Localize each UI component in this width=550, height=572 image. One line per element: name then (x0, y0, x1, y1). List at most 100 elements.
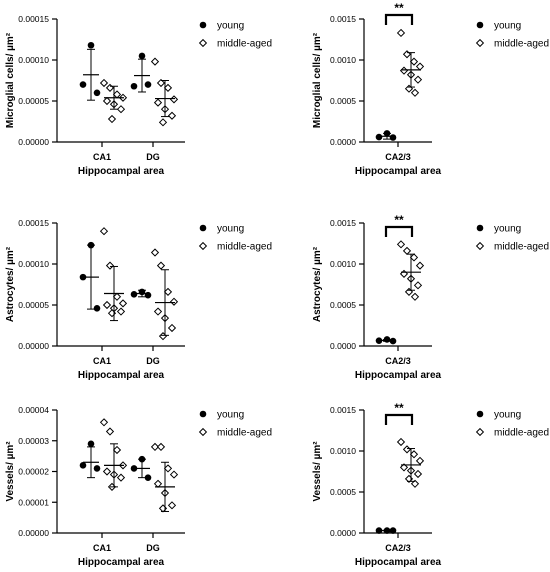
data-point (153, 98, 163, 107)
data-point (409, 57, 419, 66)
y-tick-label: 0.0000 (330, 528, 356, 538)
data-point (99, 78, 109, 88)
legend: young middle-aged (198, 21, 272, 50)
data-point (116, 105, 126, 114)
y-tick-label: 0.00002 (18, 467, 49, 477)
series-middle-aged (396, 28, 425, 97)
legend-marker (476, 21, 484, 29)
legend-marker (476, 224, 484, 232)
data-point (402, 445, 412, 454)
data-point (116, 307, 126, 316)
data-point (153, 307, 163, 316)
x-tick-label: CA1 (93, 543, 111, 553)
data-point (413, 469, 423, 479)
legend-marker (198, 427, 208, 437)
data-point (402, 50, 412, 59)
data-point (399, 269, 409, 278)
data-point (409, 253, 419, 262)
data-point (87, 440, 95, 448)
data-point (144, 291, 152, 299)
y-tick-label: 0.00005 (18, 96, 49, 106)
legend-label: middle-aged (217, 242, 272, 253)
data-point (102, 96, 112, 106)
y-tick-label: 0.00000 (18, 528, 49, 538)
x-axis-title: Hippocampal area (78, 166, 165, 177)
data-point (102, 467, 112, 476)
legend-label: middle-aged (494, 428, 549, 439)
data-point (102, 300, 112, 310)
legend: young middle-aged (475, 410, 549, 439)
data-point (404, 84, 414, 93)
x-axis-title: Hippocampal area (355, 166, 442, 177)
legend: young middle-aged (475, 21, 549, 50)
series-middle-aged (396, 437, 425, 488)
series-middle-aged (396, 240, 425, 301)
series-young (375, 130, 397, 141)
legend-label: young (217, 21, 244, 32)
data-point (375, 133, 383, 141)
data-point (163, 464, 173, 473)
chart-panel-5: 0.00000 0.00001 0.00002 0.00003 0.00004 CA1 DG… (5, 405, 272, 568)
data-point (150, 57, 160, 66)
legend-label: middle-aged (494, 242, 549, 253)
legend-label: middle-aged (494, 39, 549, 50)
data-point (404, 287, 414, 296)
y-tick-label: 0.0015 (330, 405, 356, 415)
data-point (409, 450, 419, 459)
series-middle-aged (99, 57, 179, 127)
x-axis-title: Hippocampal area (78, 557, 165, 568)
data-point (144, 474, 152, 481)
legend-marker (198, 241, 208, 251)
legend-marker (476, 410, 484, 418)
y-tick-label: 0.0005 (330, 300, 356, 310)
y-axis-title: Astrocytes/ µm² (312, 246, 323, 322)
data-point (87, 41, 95, 49)
y-axis-title: Vessels/ µm² (5, 441, 16, 502)
data-point (99, 418, 109, 427)
significance-bracket (384, 413, 414, 425)
data-point (410, 88, 420, 97)
data-point (389, 337, 397, 345)
data-point (396, 28, 406, 38)
y-tick-label: 0.0000 (330, 341, 356, 351)
y-tick-label: 0.0010 (330, 55, 356, 65)
y-tick-label: 0.00000 (18, 341, 49, 351)
data-point (112, 445, 122, 455)
y-tick-label: 0.00015 (18, 14, 49, 24)
data-point (167, 111, 177, 120)
x-tick-label: CA2/3 (385, 152, 411, 162)
data-point (163, 287, 173, 296)
significance-bracket (384, 225, 414, 237)
y-tick-label: 0.00010 (18, 259, 49, 269)
data-point (415, 456, 425, 465)
data-point (150, 442, 160, 452)
data-point (415, 62, 425, 71)
series-young (79, 440, 152, 481)
chart-panel-1: 0.00000 0.00005 0.00010 0.00015 CA1 DG Hippoca… (5, 14, 272, 177)
y-axis-title: Vessels/ µm² (312, 441, 323, 502)
x-tick-label: CA1 (93, 152, 111, 162)
y-axis-title: Microglial cells/ µm² (312, 32, 323, 128)
data-point (158, 118, 168, 127)
data-point (156, 442, 166, 452)
data-point (399, 463, 409, 472)
data-point (167, 501, 177, 510)
y-tick-label: 0.00001 (18, 497, 49, 507)
series-young (79, 241, 152, 312)
x-axis-title: Hippocampal area (355, 557, 442, 568)
series-middle-aged (99, 418, 179, 513)
legend-label: young (217, 224, 244, 235)
significance-label: ** (394, 401, 404, 415)
data-point (410, 479, 420, 488)
legend-label: young (494, 21, 521, 32)
data-point (130, 82, 138, 90)
data-point (156, 261, 166, 270)
legend-label: middle-aged (217, 428, 272, 439)
significance-bracket (384, 13, 414, 25)
series-young (79, 41, 152, 101)
data-point (153, 479, 163, 488)
data-point (105, 83, 115, 92)
x-tick-label: DG (146, 543, 160, 553)
y-tick-label: 0.0015 (330, 14, 356, 24)
legend-marker (199, 224, 207, 232)
